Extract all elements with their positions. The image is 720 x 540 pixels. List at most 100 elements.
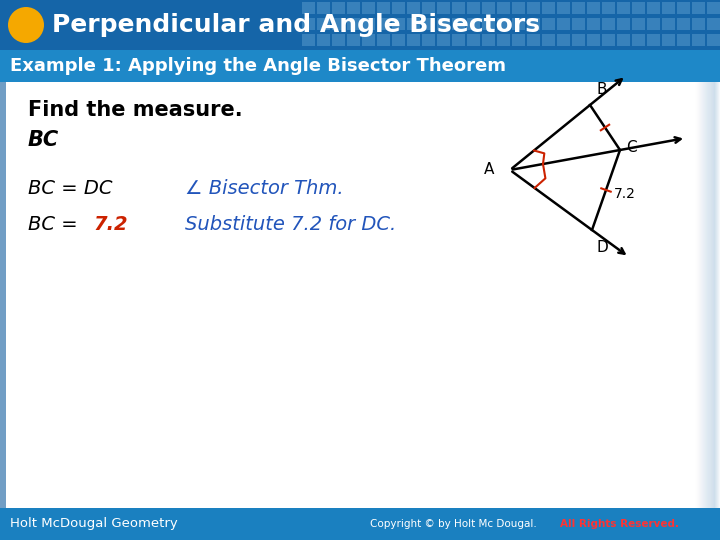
Bar xyxy=(572,18,585,30)
Bar xyxy=(0,82,6,508)
Bar xyxy=(697,82,703,508)
Bar xyxy=(452,18,465,30)
Bar xyxy=(362,34,375,46)
Bar xyxy=(302,34,315,46)
Text: C: C xyxy=(626,140,636,156)
Bar xyxy=(557,34,570,46)
Bar xyxy=(377,18,390,30)
Bar xyxy=(497,34,510,46)
Bar xyxy=(0,82,6,508)
Bar xyxy=(0,82,720,508)
Bar xyxy=(0,82,6,508)
Bar xyxy=(707,2,720,14)
Bar xyxy=(317,18,330,30)
Bar xyxy=(392,34,405,46)
Bar xyxy=(0,82,6,508)
Bar xyxy=(0,82,6,508)
Bar xyxy=(0,82,6,508)
Bar xyxy=(392,18,405,30)
Bar xyxy=(677,2,690,14)
Bar xyxy=(695,82,701,508)
Bar xyxy=(467,34,480,46)
Bar xyxy=(542,18,555,30)
Bar xyxy=(467,18,480,30)
Bar xyxy=(632,18,645,30)
Bar xyxy=(362,18,375,30)
Text: BC =: BC = xyxy=(28,215,84,234)
Bar xyxy=(347,34,360,46)
Bar xyxy=(677,18,690,30)
Bar xyxy=(482,34,495,46)
Bar xyxy=(632,2,645,14)
Circle shape xyxy=(8,7,44,43)
Bar xyxy=(704,82,710,508)
Bar xyxy=(677,34,690,46)
Bar xyxy=(347,2,360,14)
Bar xyxy=(587,34,600,46)
Bar xyxy=(437,2,450,14)
Text: Copyright © by Holt Mc Dougal.: Copyright © by Holt Mc Dougal. xyxy=(370,519,540,529)
Text: Substitute 7.2 for DC.: Substitute 7.2 for DC. xyxy=(185,215,396,234)
Bar xyxy=(437,34,450,46)
Bar xyxy=(347,18,360,30)
Bar xyxy=(709,82,715,508)
Bar xyxy=(0,82,6,508)
Bar xyxy=(617,18,630,30)
Bar xyxy=(452,2,465,14)
Bar xyxy=(0,82,6,508)
Bar xyxy=(712,82,718,508)
Bar xyxy=(332,34,345,46)
Bar xyxy=(708,82,714,508)
Bar xyxy=(467,2,480,14)
Text: Find the measure.: Find the measure. xyxy=(28,100,243,120)
Bar xyxy=(702,82,708,508)
Bar xyxy=(527,2,540,14)
Bar xyxy=(617,2,630,14)
Bar xyxy=(332,18,345,30)
Bar xyxy=(696,82,702,508)
Bar xyxy=(692,18,705,30)
Bar xyxy=(512,34,525,46)
Text: D: D xyxy=(596,240,608,255)
Text: All Rights Reserved.: All Rights Reserved. xyxy=(560,519,679,529)
Bar xyxy=(0,508,720,540)
Bar xyxy=(437,18,450,30)
Bar xyxy=(707,82,713,508)
Bar xyxy=(0,82,6,508)
Bar xyxy=(703,82,709,508)
Bar xyxy=(602,34,615,46)
Bar xyxy=(587,18,600,30)
Bar xyxy=(0,82,6,508)
Bar xyxy=(0,82,6,508)
Bar xyxy=(587,2,600,14)
Bar xyxy=(407,2,420,14)
Bar xyxy=(557,18,570,30)
Bar xyxy=(647,2,660,14)
Bar xyxy=(527,18,540,30)
Bar xyxy=(512,18,525,30)
Bar xyxy=(602,18,615,30)
Bar xyxy=(422,2,435,14)
Bar xyxy=(711,82,717,508)
Text: Holt McDougal Geometry: Holt McDougal Geometry xyxy=(10,517,178,530)
Bar xyxy=(0,82,6,508)
Bar xyxy=(392,2,405,14)
Bar xyxy=(705,82,711,508)
Bar xyxy=(0,50,720,82)
Bar xyxy=(542,34,555,46)
Bar xyxy=(662,2,675,14)
Bar xyxy=(710,82,716,508)
Bar xyxy=(452,34,465,46)
Text: BC = DC: BC = DC xyxy=(28,179,112,198)
Bar xyxy=(662,34,675,46)
Bar xyxy=(332,2,345,14)
Text: B: B xyxy=(596,82,606,97)
Bar xyxy=(377,2,390,14)
Text: A: A xyxy=(484,163,494,178)
Bar xyxy=(407,18,420,30)
Bar xyxy=(0,82,6,508)
Bar xyxy=(699,82,705,508)
Bar xyxy=(557,2,570,14)
Bar xyxy=(497,2,510,14)
Bar xyxy=(647,18,660,30)
